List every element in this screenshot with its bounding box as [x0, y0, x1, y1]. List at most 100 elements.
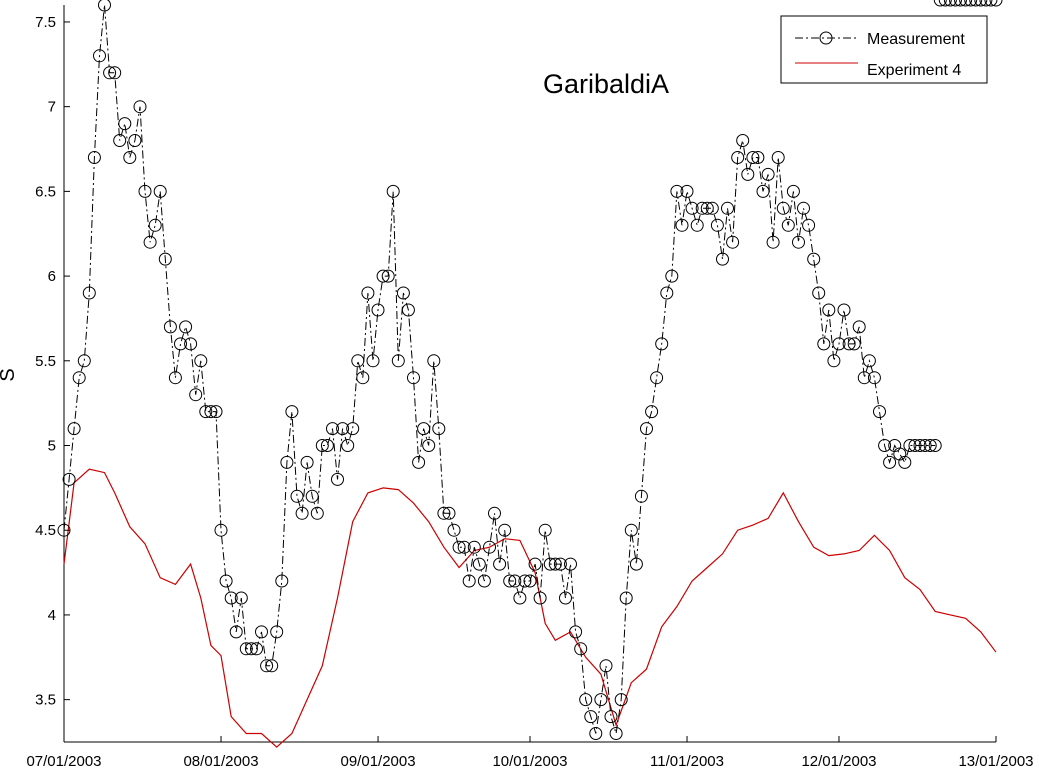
measurement-point	[959, 0, 973, 7]
measurement-point	[518, 574, 532, 588]
measurement-point	[417, 422, 431, 436]
measurement-point	[189, 388, 203, 402]
measurement-point	[493, 557, 507, 571]
measurement-point	[153, 184, 167, 198]
measurement-point	[315, 439, 329, 452]
measurement-point	[817, 337, 831, 351]
measurement-point	[705, 201, 719, 215]
measurement-point	[640, 422, 653, 436]
x-tick-label: 08/01/2003	[183, 753, 258, 769]
measurement-point	[422, 439, 436, 452]
y-tick-label: 4	[48, 607, 56, 624]
measurement-point	[523, 574, 537, 588]
measurement-point	[964, 0, 978, 7]
measurement-point	[214, 523, 228, 537]
measurement-point	[553, 557, 567, 571]
measurement-point	[280, 455, 294, 469]
measurement-point	[533, 591, 547, 605]
measurement-point	[807, 252, 821, 266]
measurement-point	[812, 286, 826, 300]
series-layer	[57, 0, 1003, 748]
measurement-point	[346, 422, 360, 436]
measurement-point	[457, 540, 471, 554]
x-tick-label: 11/01/2003	[650, 753, 724, 769]
measurement-point	[862, 354, 876, 368]
y-axis-label: S	[0, 368, 19, 381]
measurement-point	[87, 151, 101, 164]
measurement-point	[265, 659, 279, 673]
measurement-point	[913, 439, 927, 452]
measurement-point	[786, 184, 800, 198]
measurement-point	[133, 100, 147, 114]
measurement-point	[761, 167, 775, 181]
measurement-point	[239, 642, 253, 656]
measurement-point	[634, 489, 648, 503]
measurement-point	[822, 303, 836, 317]
measurement-point	[82, 286, 96, 300]
measurement-point	[564, 557, 577, 571]
measurement-point	[224, 591, 238, 605]
measurement-point	[513, 591, 527, 605]
measurement-point	[341, 439, 355, 452]
measurement-point	[300, 455, 314, 469]
measurement-point	[250, 642, 263, 656]
measurement-point	[163, 320, 177, 334]
measurement-point	[528, 557, 542, 571]
measurement-point	[903, 439, 917, 452]
measurement-line	[63, 4, 936, 734]
y-tick-label: 3.5	[35, 692, 56, 709]
measurement-point	[93, 49, 106, 63]
measurement-point	[179, 320, 193, 334]
measurement-point	[989, 0, 1003, 7]
measurement-point	[589, 727, 603, 740]
measurement-point	[158, 252, 172, 266]
measurement-point	[538, 523, 552, 537]
measurement-point	[295, 506, 309, 520]
measurement-point	[143, 235, 157, 249]
measurement-point	[908, 439, 922, 452]
measurement-point	[184, 337, 198, 351]
measurement-point	[437, 506, 451, 520]
measurement-point	[645, 405, 659, 419]
measurement-point	[67, 422, 81, 436]
measurement-point	[624, 523, 638, 537]
measurement-point	[792, 235, 805, 249]
measurement-point	[209, 405, 223, 419]
measurement-point	[559, 591, 572, 605]
measurement-point	[629, 557, 643, 571]
measurement-point	[751, 151, 765, 164]
measurement-point	[386, 184, 400, 198]
measurement-point	[488, 506, 501, 520]
measurement-point	[781, 218, 795, 232]
measurement-point	[766, 235, 780, 249]
measurement-point	[599, 659, 613, 673]
measurement-point	[148, 218, 162, 232]
measurement-point	[310, 506, 324, 520]
measurement-point	[442, 506, 456, 520]
measurement-point	[660, 286, 674, 300]
measurement-point	[655, 337, 669, 351]
legend-measurement-label: Measurement	[867, 31, 965, 48]
measurement-point	[98, 0, 111, 12]
measurement-point	[320, 439, 334, 452]
measurement-point	[123, 151, 137, 164]
measurement-point	[103, 66, 117, 80]
measurement-point	[138, 184, 152, 198]
measurement-point	[716, 252, 729, 266]
measurement-point	[396, 286, 410, 300]
measurement-point	[726, 235, 740, 249]
measurement-point	[447, 523, 461, 537]
measurement-point	[543, 557, 557, 571]
measurement-point	[234, 591, 248, 605]
measurement-point	[938, 0, 952, 7]
measurement-point	[108, 66, 122, 80]
measurement-point	[503, 574, 517, 588]
y-tick-label: 4.5	[35, 522, 56, 539]
measurement-point	[412, 455, 426, 469]
measurement-point	[462, 574, 476, 588]
measurement-point	[756, 184, 770, 198]
measurement-point	[326, 422, 339, 436]
y-tick-label: 5.5	[35, 353, 56, 370]
measurement-point	[852, 320, 866, 334]
